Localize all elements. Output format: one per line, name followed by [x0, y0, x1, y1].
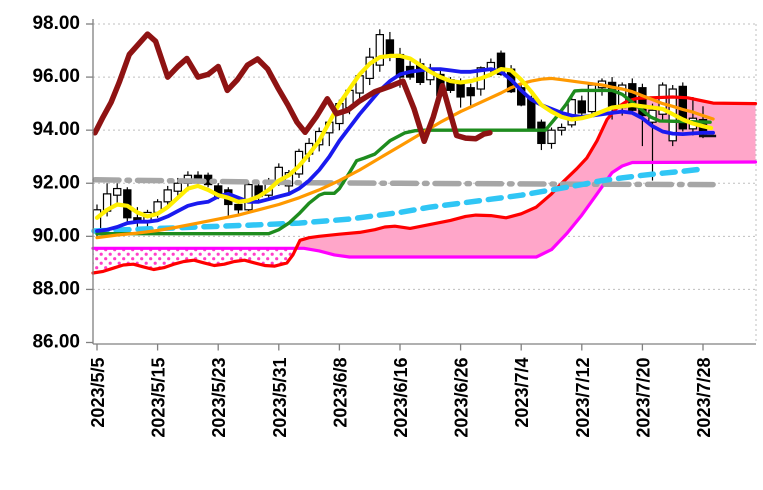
series-blue-ma [95, 67, 715, 233]
series-green-step-line [95, 88, 712, 236]
x-axis-label: 2023/6/26 [452, 357, 472, 437]
candle-down [577, 100, 587, 114]
candle-up [567, 99, 576, 126]
y-axis-label: 94.00 [32, 119, 80, 140]
y-axis-label: 90.00 [32, 225, 80, 246]
x-axis-label: 2023/5/31 [270, 358, 290, 438]
x-axis-label: 2023/7/20 [633, 358, 653, 438]
cloud-span-b-line [91, 95, 758, 275]
candle-down [628, 83, 637, 111]
candle-up [112, 187, 122, 196]
series-gray-dashdot-line [92, 177, 716, 188]
series-cyan-dashed-line [91, 165, 708, 234]
candle-down [638, 87, 647, 117]
candle-up [375, 34, 385, 66]
x-axis-label: 2023/6/16 [391, 358, 411, 438]
series-yellow-ma [94, 53, 714, 220]
y-axis-label: 92.00 [32, 172, 80, 193]
candle-down [456, 81, 465, 98]
candle-up [658, 84, 667, 115]
y-axis-label: 98.00 [32, 13, 80, 34]
x-axis-label: 2023/6/8 [330, 358, 350, 428]
y-axis-label: 86.00 [32, 332, 80, 353]
series-thick-dark-red-line [92, 31, 493, 145]
candle-down [537, 121, 546, 145]
x-axis-label: 2023/7/12 [573, 358, 593, 438]
x-axis-label: 2023/5/5 [88, 358, 108, 428]
cloud-span-a-line [91, 160, 758, 259]
x-axis-label: 2023/7/4 [512, 358, 532, 428]
candle-up [547, 129, 556, 145]
x-axis-label: 2023/5/15 [149, 358, 169, 438]
candle-up [163, 189, 172, 203]
x-axis-label: 2023/7/28 [694, 358, 714, 438]
ichimoku-cloud-solid [297, 97, 756, 257]
candle-down [385, 39, 395, 56]
candle-up [173, 182, 182, 192]
y-axis-label: 88.00 [32, 278, 80, 299]
candle-up [244, 183, 253, 211]
y-axis-label: 96.00 [32, 66, 80, 87]
candle-down [234, 203, 243, 211]
candle-down [496, 52, 506, 76]
candle-up [557, 126, 566, 131]
candle-down [466, 87, 475, 97]
series-orange-ma [95, 76, 715, 240]
x-axis-label: 2023/5/23 [209, 358, 229, 438]
